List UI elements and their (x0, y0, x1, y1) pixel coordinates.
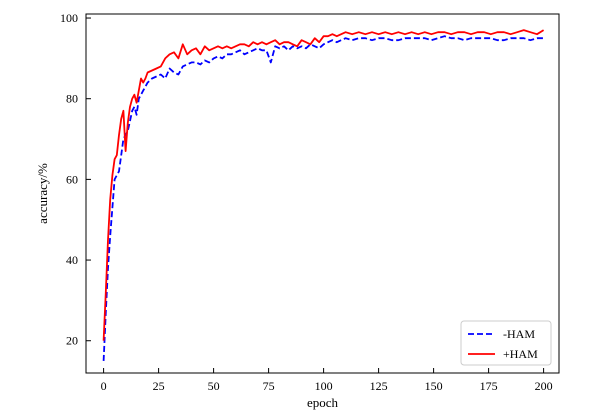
x-tick-label: 150 (425, 379, 443, 393)
x-tick-label: 200 (535, 379, 553, 393)
plot-frame (85, 13, 560, 374)
y-tick-label: 40 (66, 253, 78, 267)
legend-label: +HAM (503, 347, 538, 361)
series-lines (102, 29, 545, 361)
y-tick-label: 100 (60, 11, 78, 25)
series-line (102, 35, 544, 361)
series-line (102, 29, 545, 341)
y-axis-label: accuracy/% (35, 163, 50, 224)
x-tick-label: 175 (480, 379, 498, 393)
x-tick-label: 125 (370, 379, 388, 393)
legend: -HAM +HAM (460, 320, 552, 366)
y-tick-label: 80 (66, 92, 78, 106)
axes: 0 25 50 75 100 125 150 175 200 20 40 60 80 100 (60, 11, 553, 393)
x-tick-label: 50 (208, 379, 220, 393)
x-tick-label: 25 (153, 379, 165, 393)
x-tick-label: 0 (101, 379, 107, 393)
legend-label: -HAM (503, 327, 535, 341)
x-tick-label: 100 (315, 379, 333, 393)
x-axis-label: epoch (307, 395, 339, 410)
x-tick-label: 75 (263, 379, 275, 393)
y-tick-label: 60 (66, 172, 78, 186)
y-tick-label: 20 (66, 334, 78, 348)
